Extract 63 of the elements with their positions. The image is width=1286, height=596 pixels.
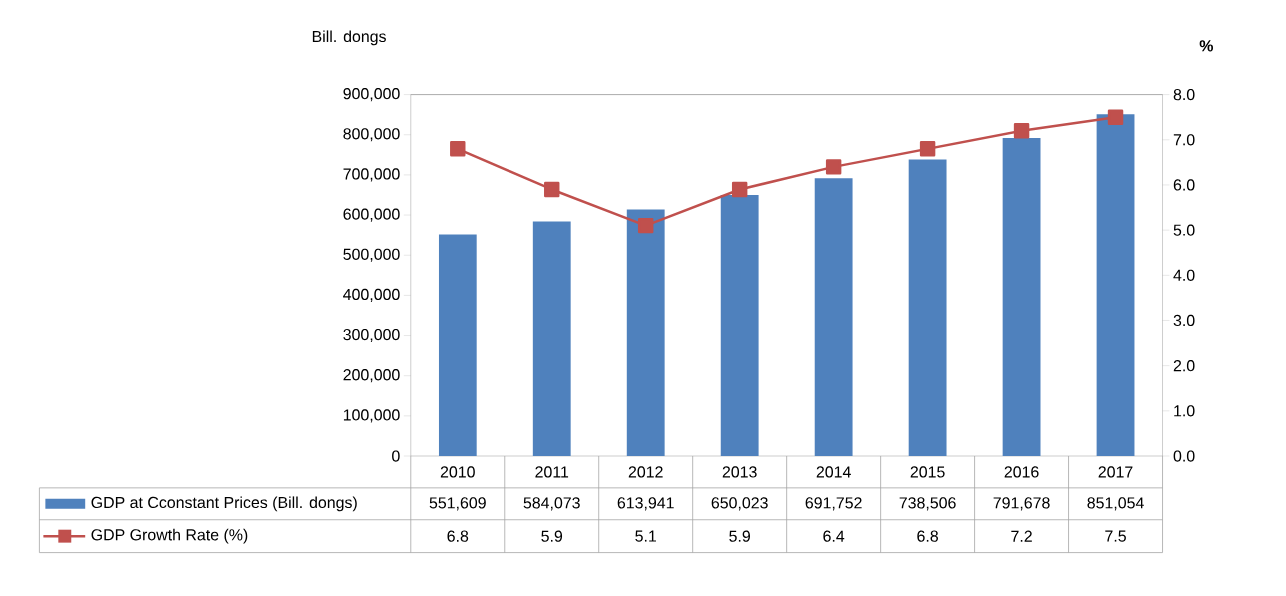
data-label: 691,752 (805, 497, 862, 511)
data-label: 5.9 (541, 530, 563, 542)
bar (720, 194, 759, 456)
x-tick-label: 2014 (816, 466, 851, 478)
y2-tick-label: 3.0 (1173, 314, 1195, 326)
x-tick-label: 2013 (722, 466, 757, 478)
data-label: 6.8 (917, 530, 938, 542)
y-tick-label: 500,000 (343, 248, 400, 262)
y-tick-label: 100,000 (343, 409, 400, 423)
data-label: 5.1 (635, 530, 656, 542)
y2-tick-label: 4.0 (1173, 269, 1195, 281)
y-tick-label: 300,000 (343, 328, 400, 342)
y-tick-label: 700,000 (343, 168, 400, 182)
y-tick-label: 900,000 (343, 87, 400, 101)
point (825, 158, 842, 175)
data-label: 650,023 (711, 497, 768, 511)
data-label: 6.4 (823, 530, 845, 542)
bar (438, 234, 477, 456)
y2-tick-label: 8.0 (1173, 88, 1195, 101)
x-tick-label: 2017 (1098, 466, 1133, 478)
point (1107, 109, 1124, 125)
x-tick-label: 2016 (1004, 466, 1039, 478)
y2-tick-label: 5.0 (1173, 224, 1195, 236)
y2-axis-title: % (1199, 39, 1214, 52)
y-tick-label: 600,000 (343, 208, 400, 222)
data-label: 5.9 (729, 530, 750, 542)
y-axis-title: Bill. dongs (312, 30, 386, 46)
point (919, 140, 936, 157)
point (544, 181, 560, 197)
data-label: 791,678 (993, 497, 1050, 511)
point (637, 217, 654, 234)
data-label: 851,054 (1087, 497, 1144, 511)
y-tick-label: 400,000 (343, 288, 400, 302)
data-label: 7.5 (1105, 530, 1126, 542)
y-tick-label: 200,000 (343, 368, 400, 383)
point (1013, 122, 1030, 139)
bar (908, 159, 947, 456)
data-label: 613,941 (617, 497, 674, 511)
y-tick-label: 800,000 (343, 127, 400, 142)
point (731, 181, 748, 197)
bar (1002, 137, 1041, 456)
y-tick-label: 0 (392, 450, 400, 462)
data-label: 584,073 (523, 497, 580, 511)
legend-label: GDP at Cconstant Prices (Bill. dongs) (91, 496, 357, 512)
legend-label: GDP Growth Rate (%) (91, 528, 248, 544)
y2-tick-label: 7.0 (1173, 133, 1195, 146)
x-tick-label: 2011 (535, 466, 569, 478)
data-label: 738,506 (899, 497, 956, 511)
bar (1096, 114, 1135, 456)
data-label: 7.2 (1011, 530, 1032, 542)
x-tick-label: 2015 (910, 466, 945, 478)
data-label: 6.8 (447, 530, 469, 542)
y2-tick-label: 0.0 (1173, 450, 1195, 462)
point (450, 140, 466, 157)
x-tick-label: 2012 (628, 466, 663, 478)
bar (814, 178, 853, 456)
bar (626, 209, 665, 456)
data-label: 551,609 (429, 497, 486, 511)
y2-tick-label: 2.0 (1173, 359, 1195, 372)
bar (532, 221, 571, 456)
y2-tick-label: 1.0 (1174, 405, 1195, 417)
x-tick-label: 2010 (440, 466, 475, 478)
y2-tick-label: 6.0 (1173, 179, 1195, 191)
